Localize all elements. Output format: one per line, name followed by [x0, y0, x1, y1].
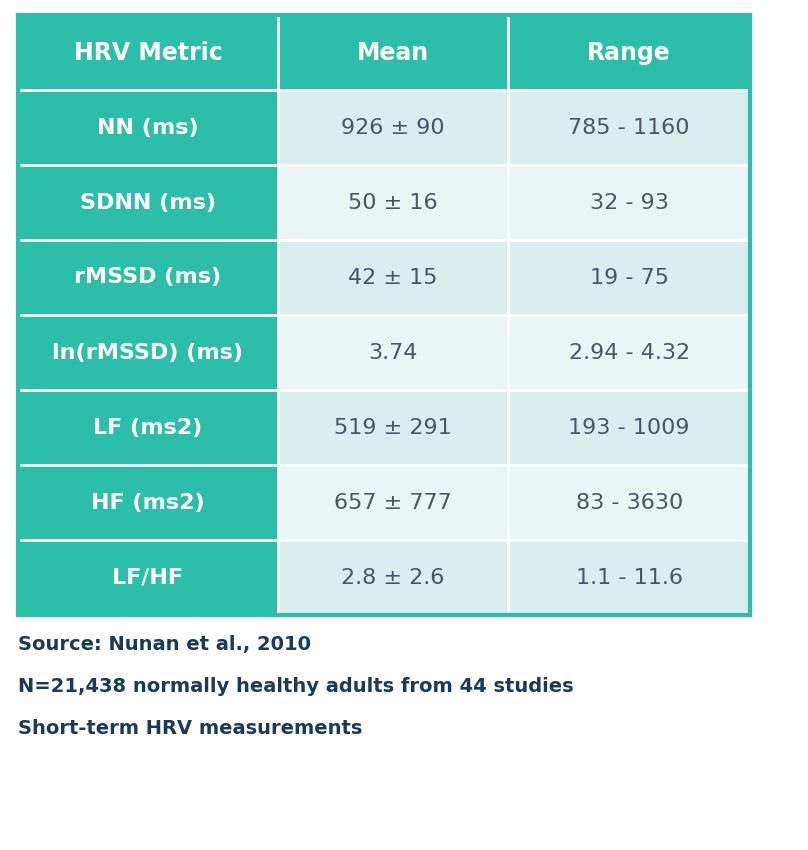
Bar — [18, 465, 278, 540]
Bar — [278, 315, 508, 390]
Bar — [18, 540, 278, 615]
Text: rMSSD (ms): rMSSD (ms) — [74, 268, 221, 287]
Text: LF/HF: LF/HF — [112, 568, 183, 587]
Bar — [508, 90, 750, 165]
Bar — [278, 240, 508, 315]
Text: HRV Metric: HRV Metric — [74, 41, 222, 65]
Text: Source: Nunan et al., 2010: Source: Nunan et al., 2010 — [18, 635, 311, 654]
Bar — [278, 465, 508, 540]
Text: 32 - 93: 32 - 93 — [590, 192, 669, 212]
Bar — [508, 315, 750, 390]
Bar — [508, 465, 750, 540]
Text: ln(rMSSD) (ms): ln(rMSSD) (ms) — [53, 343, 243, 362]
Text: 1.1 - 11.6: 1.1 - 11.6 — [576, 568, 683, 587]
Text: 42 ± 15: 42 ± 15 — [348, 268, 438, 287]
Text: 19 - 75: 19 - 75 — [590, 268, 669, 287]
Bar — [278, 15, 508, 90]
Text: N=21,438 normally healthy adults from 44 studies: N=21,438 normally healthy adults from 44… — [18, 677, 574, 696]
Bar — [508, 165, 750, 240]
Text: 83 - 3630: 83 - 3630 — [575, 492, 683, 513]
Bar — [18, 315, 278, 390]
Text: 3.74: 3.74 — [368, 343, 418, 362]
Text: Mean: Mean — [357, 41, 429, 65]
Text: 785 - 1160: 785 - 1160 — [569, 117, 690, 138]
Text: 657 ± 777: 657 ± 777 — [335, 492, 452, 513]
Text: 2.8 ± 2.6: 2.8 ± 2.6 — [342, 568, 445, 587]
Bar — [508, 240, 750, 315]
Text: Range: Range — [587, 41, 671, 65]
Bar — [278, 165, 508, 240]
Bar — [18, 90, 278, 165]
Bar — [18, 390, 278, 465]
Text: 50 ± 16: 50 ± 16 — [348, 192, 438, 212]
Text: Short-term HRV measurements: Short-term HRV measurements — [18, 719, 362, 738]
Text: 193 - 1009: 193 - 1009 — [569, 417, 690, 438]
Text: SDNN (ms): SDNN (ms) — [80, 192, 216, 212]
Bar — [18, 240, 278, 315]
Bar — [18, 15, 278, 90]
Text: 926 ± 90: 926 ± 90 — [341, 117, 445, 138]
Bar — [508, 390, 750, 465]
Bar — [508, 15, 750, 90]
Bar — [278, 390, 508, 465]
Text: HF (ms2): HF (ms2) — [91, 492, 204, 513]
Text: NN (ms): NN (ms) — [97, 117, 199, 138]
Text: 519 ± 291: 519 ± 291 — [335, 417, 452, 438]
Bar — [18, 165, 278, 240]
Bar — [278, 90, 508, 165]
Bar — [278, 540, 508, 615]
Text: LF (ms2): LF (ms2) — [93, 417, 203, 438]
Text: 2.94 - 4.32: 2.94 - 4.32 — [569, 343, 690, 362]
Bar — [508, 540, 750, 615]
